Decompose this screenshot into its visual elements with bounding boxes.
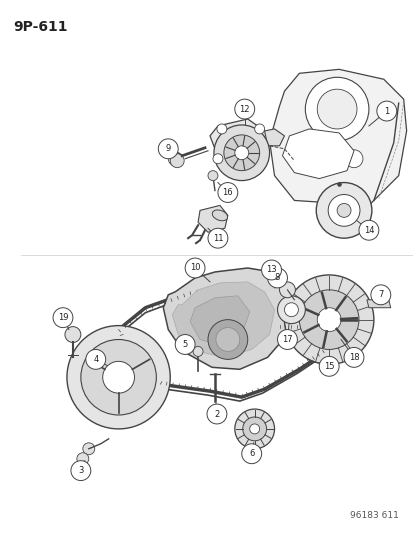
Circle shape [192,346,202,357]
Circle shape [67,326,170,429]
Text: 3: 3 [78,466,83,475]
Circle shape [316,89,356,129]
Text: 9P-611: 9P-611 [13,20,68,34]
Circle shape [158,139,178,159]
Circle shape [254,124,264,134]
Text: 6: 6 [248,449,254,458]
Circle shape [207,228,227,248]
Text: 13: 13 [266,265,276,274]
Polygon shape [172,282,274,358]
Circle shape [284,275,373,365]
Circle shape [343,348,363,367]
Circle shape [185,258,204,278]
Circle shape [207,171,217,181]
Circle shape [207,320,247,359]
Text: 96183 611: 96183 611 [349,511,398,520]
Circle shape [277,329,297,350]
Text: 2: 2 [214,409,219,418]
Circle shape [77,453,88,465]
Text: 14: 14 [363,226,373,235]
Circle shape [71,461,90,481]
Circle shape [206,404,226,424]
Circle shape [234,409,274,449]
Text: 10: 10 [190,263,200,272]
Circle shape [216,328,239,351]
Polygon shape [264,129,284,146]
Circle shape [305,77,368,141]
Circle shape [277,296,305,324]
Circle shape [328,195,359,227]
Circle shape [376,101,396,121]
Circle shape [102,361,134,393]
Circle shape [267,268,287,288]
Circle shape [81,340,156,415]
Circle shape [170,154,184,168]
Circle shape [318,357,338,376]
Polygon shape [197,205,227,232]
Circle shape [279,282,295,298]
Circle shape [249,424,259,434]
Text: 1: 1 [383,107,389,116]
Circle shape [217,183,237,203]
Circle shape [234,146,248,160]
Polygon shape [209,119,267,166]
Polygon shape [269,69,406,205]
Circle shape [261,260,281,280]
Circle shape [316,308,340,332]
Circle shape [234,99,254,119]
Text: 15: 15 [323,362,334,371]
Polygon shape [282,129,353,179]
Circle shape [316,183,371,238]
Text: 19: 19 [57,313,68,322]
Text: 5: 5 [182,340,188,349]
Circle shape [65,327,81,343]
Ellipse shape [212,210,227,221]
Circle shape [85,350,105,369]
Polygon shape [163,268,294,369]
Circle shape [212,154,222,164]
Circle shape [241,444,261,464]
Circle shape [223,135,259,171]
Text: 12: 12 [239,104,249,114]
Text: 17: 17 [282,335,292,344]
Circle shape [83,443,95,455]
Polygon shape [190,296,249,344]
Text: 18: 18 [348,353,358,362]
Circle shape [242,417,266,441]
Text: 7: 7 [377,290,382,300]
Text: 9: 9 [165,144,171,154]
Circle shape [336,204,350,217]
Text: 11: 11 [212,233,223,243]
Text: 16: 16 [222,188,233,197]
Circle shape [299,290,358,350]
Circle shape [53,308,73,328]
Circle shape [168,152,182,166]
Circle shape [214,125,269,181]
Circle shape [175,335,195,354]
Circle shape [216,124,226,134]
Circle shape [370,285,390,305]
Circle shape [358,220,378,240]
Text: 8: 8 [274,273,280,282]
Text: 4: 4 [93,355,98,364]
Circle shape [284,303,298,317]
Circle shape [344,150,362,168]
Polygon shape [366,300,390,308]
